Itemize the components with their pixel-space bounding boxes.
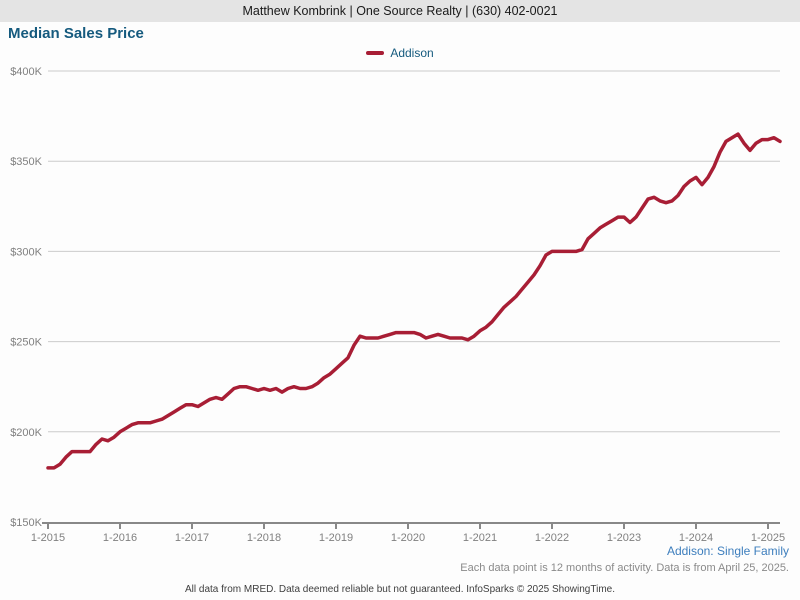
x-axis-label: 1-2017	[175, 532, 209, 544]
x-axis-label: 1-2024	[679, 532, 713, 544]
data-point-note: Each data point is 12 months of activity…	[460, 562, 789, 574]
header-bar: Matthew Kombrink | One Source Realty | (…	[0, 0, 800, 22]
y-axis-label: $350K	[10, 156, 42, 168]
x-axis-label: 1-2018	[247, 532, 281, 544]
x-axis-label: 1-2016	[103, 532, 137, 544]
legend-swatch-addison	[366, 50, 385, 56]
x-axis-label: 1-2023	[607, 532, 641, 544]
page-title: Median Sales Price	[8, 25, 144, 42]
x-axis-label: 1-2025	[751, 532, 785, 544]
chart-legend: Addison	[0, 46, 800, 60]
y-axis-label: $250K	[10, 337, 42, 349]
series-description: Addison: Single Family	[666, 544, 789, 558]
y-axis-label: $400K	[10, 66, 42, 78]
agent-contact-info: Matthew Kombrink | One Source Realty | (…	[242, 4, 558, 18]
y-axis-label: $150K	[10, 517, 42, 529]
x-axis-label: 1-2015	[31, 532, 65, 544]
x-axis-label: 1-2019	[319, 532, 353, 544]
y-axis-label: $200K	[10, 427, 42, 439]
chart-region: $150K $200K $250K $300K $350K $400K 1-2015 1-20…	[0, 0, 800, 552]
legend-label-addison: Addison	[390, 46, 434, 60]
price-trend-line[interactable]	[46, 132, 782, 470]
median-sales-price-chart[interactable]: $150K $200K $250K $300K $350K $400K 1-2015 1-20…	[0, 0, 800, 552]
y-axis-label: $300K	[10, 246, 42, 258]
x-axis-label: 1-2022	[535, 532, 569, 544]
x-axis-label: 1-2020	[391, 532, 425, 544]
mred-disclaimer: All data from MRED. Data deemed reliable…	[184, 584, 615, 595]
x-axis-label: 1-2021	[463, 532, 497, 544]
